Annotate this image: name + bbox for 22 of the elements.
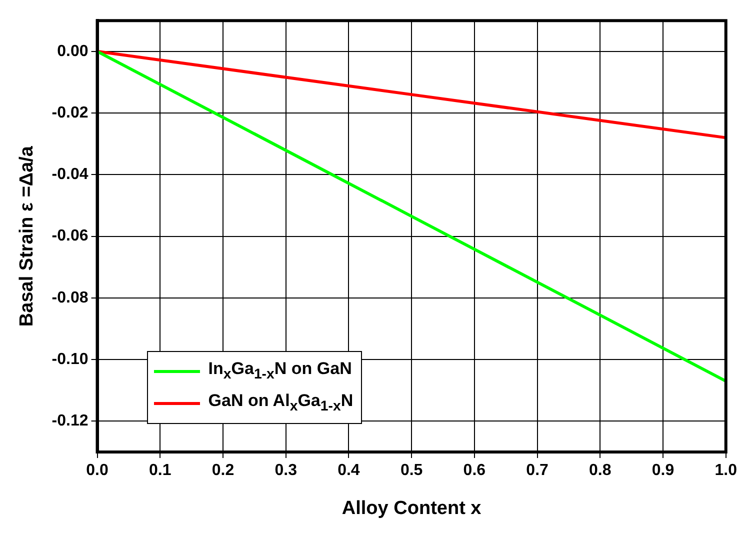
y-axis-title: Basal Strain ε =Δa/a — [16, 146, 38, 327]
x-axis-title: Alloy Content x — [342, 498, 482, 519]
x-tick-label: 1.0 — [714, 462, 738, 480]
y-tick-label: -0.08 — [52, 289, 88, 306]
y-tick-label: -0.12 — [52, 412, 88, 430]
legend-label: In$_{x}$Ga$_{1-x}$N on GaN — [208, 358, 352, 385]
y-tick-label: -0.04 — [52, 166, 88, 184]
x-tick-label: 0.9 — [652, 462, 674, 480]
y-tick-label: -0.10 — [52, 350, 88, 368]
x-tick-label: 0.8 — [589, 462, 612, 480]
y-tick-label: 0.00 — [57, 42, 88, 60]
x-tick-label: 0.6 — [463, 462, 486, 480]
x-tick-label: 0.2 — [212, 462, 234, 480]
x-tick-label: 0.4 — [338, 462, 360, 480]
y-tick-label: -0.02 — [52, 104, 88, 122]
x-tick-label: 0.3 — [274, 462, 298, 480]
x-tick-label: 0.1 — [149, 462, 172, 480]
x-tick-label: 0.7 — [526, 462, 549, 480]
x-tick-label: 0.5 — [400, 462, 423, 480]
legend-label: GaN on Al$_{x}$Ga$_{1-x}$N — [208, 390, 354, 416]
y-tick-label: -0.06 — [52, 228, 88, 245]
x-tick-label: 0.0 — [86, 462, 108, 480]
